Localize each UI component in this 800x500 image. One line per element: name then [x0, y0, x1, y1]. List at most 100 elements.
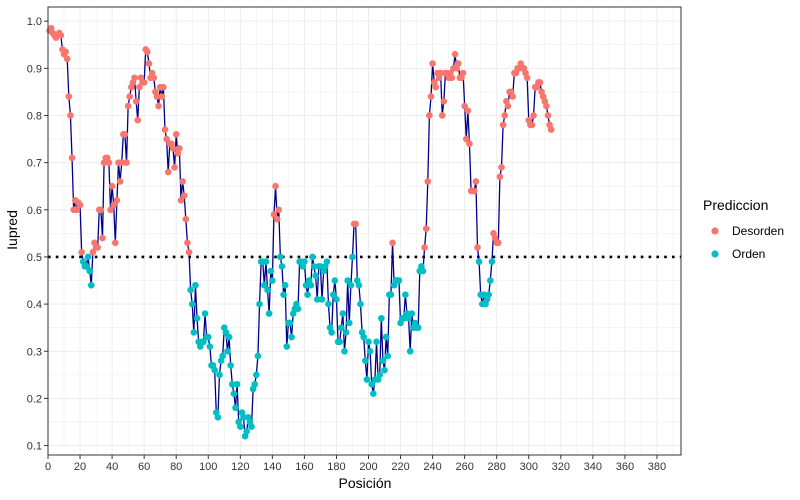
x-tick-label: 80: [170, 461, 182, 473]
point-desorden: [124, 102, 132, 110]
point-desorden: [498, 164, 505, 171]
point-desorden: [543, 102, 550, 110]
y-tick-label: 0.4: [27, 299, 42, 311]
point-orden: [382, 333, 390, 341]
point-desorden: [501, 112, 509, 119]
y-tick-label: 0.6: [27, 205, 42, 217]
point-orden: [277, 253, 284, 261]
point-desorden: [272, 182, 279, 190]
point-desorden: [160, 83, 167, 91]
point-orden: [414, 324, 422, 331]
point-desorden: [459, 69, 467, 77]
point-orden: [419, 267, 427, 275]
point-desorden: [530, 112, 537, 119]
x-tick-label: 20: [74, 461, 86, 473]
x-tick-label: 100: [199, 461, 217, 473]
point-orden: [256, 300, 263, 308]
point-desorden: [113, 197, 121, 204]
point-orden: [363, 376, 371, 383]
point-desorden: [131, 74, 138, 82]
legend-label-orden: Orden: [732, 247, 765, 261]
point-desorden: [63, 55, 71, 63]
point-orden: [345, 319, 353, 327]
point-orden: [261, 281, 268, 289]
point-orden: [395, 277, 403, 284]
point-orden: [365, 338, 372, 346]
point-orden: [355, 281, 363, 289]
x-tick-label: 60: [138, 461, 150, 473]
point-orden: [233, 380, 241, 388]
point-desorden: [509, 93, 517, 100]
point-orden: [288, 333, 295, 341]
point-orden: [339, 310, 347, 317]
point-desorden: [116, 178, 124, 185]
point-orden: [336, 338, 343, 346]
point-desorden: [275, 206, 283, 214]
point-orden: [200, 338, 207, 346]
y-tick-label: 0.8: [27, 110, 42, 122]
point-orden: [487, 277, 494, 284]
point-desorden: [136, 83, 143, 91]
point-desorden: [145, 60, 153, 67]
point-orden: [84, 253, 92, 261]
point-desorden: [62, 48, 69, 56]
point-orden: [248, 423, 255, 431]
point-orden: [301, 258, 308, 265]
point-orden: [310, 263, 318, 270]
point-orden: [408, 310, 416, 317]
point-orden: [387, 291, 395, 298]
point-desorden: [184, 239, 191, 247]
point-orden: [402, 291, 409, 298]
point-desorden: [112, 239, 119, 247]
point-orden: [475, 258, 483, 265]
point-orden: [344, 277, 351, 284]
y-tick-label: 0.7: [27, 158, 42, 170]
point-orden: [216, 371, 223, 379]
grid: [47, 7, 681, 455]
point-orden: [331, 277, 339, 284]
x-tick-label: 0: [45, 461, 51, 473]
point-orden: [313, 296, 321, 303]
point-desorden: [472, 178, 480, 185]
point-orden: [237, 423, 244, 431]
point-desorden: [68, 154, 76, 162]
point-orden: [480, 291, 488, 298]
point-orden: [188, 300, 196, 308]
point-orden: [187, 286, 194, 294]
point-orden: [400, 314, 408, 322]
point-desorden: [78, 248, 85, 256]
point-desorden: [123, 159, 130, 166]
x-tick-label: 40: [106, 461, 118, 473]
point-desorden: [134, 116, 142, 124]
point-desorden: [427, 93, 435, 100]
x-tick-label: 300: [520, 461, 538, 473]
x-tick-label: 340: [584, 461, 602, 473]
point-orden: [214, 413, 222, 421]
point-desorden: [432, 83, 440, 91]
y-axis-title: Iupred: [4, 210, 20, 250]
y-tick-label: 1.0: [27, 16, 42, 28]
x-tick-label: 280: [488, 461, 506, 473]
point-orden: [262, 258, 270, 265]
x-tick-label: 140: [263, 461, 281, 473]
x-tick-label: 360: [616, 461, 634, 473]
point-desorden: [504, 102, 512, 110]
point-desorden: [424, 178, 432, 185]
legend: Prediccion Desorden Orden: [703, 197, 784, 261]
point-orden: [366, 347, 374, 355]
point-desorden: [140, 79, 148, 86]
point-orden: [488, 258, 496, 265]
point-desorden: [466, 140, 473, 148]
point-orden: [253, 371, 260, 379]
point-desorden: [97, 206, 105, 214]
point-orden: [211, 366, 218, 374]
point-orden: [251, 380, 259, 388]
point-desorden: [389, 239, 396, 247]
point-desorden: [270, 211, 278, 218]
point-orden: [283, 343, 291, 350]
point-orden: [312, 272, 319, 280]
point-orden: [204, 333, 212, 341]
point-orden: [333, 296, 340, 303]
point-desorden: [169, 145, 177, 152]
y-tick-label: 0.2: [27, 393, 42, 405]
